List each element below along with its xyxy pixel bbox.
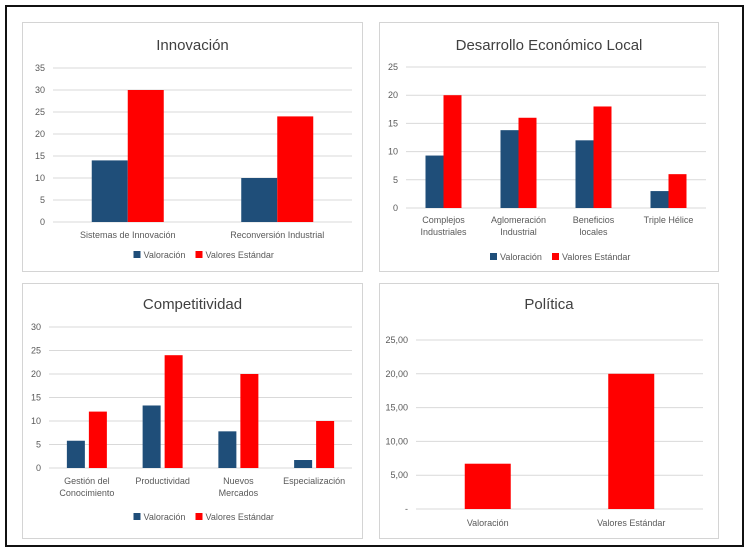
legend-label-valoracion: Valoración [500, 252, 542, 262]
bar-valoracion [218, 431, 237, 468]
bar-valoracion [142, 405, 161, 468]
y-tick-label: 20 [388, 90, 398, 100]
bar-valoracion [575, 140, 594, 208]
bar-valoracion [241, 178, 278, 222]
bar-estandar [164, 355, 183, 468]
x-tick-label: Reconversión Industrial [230, 230, 324, 240]
chart-title: Desarrollo Económico Local [455, 37, 643, 54]
legend-swatch-estandar [552, 253, 559, 260]
chart-title: Competitividad [142, 296, 243, 313]
x-tick-label: Sistemas de Innovación [80, 230, 176, 240]
legend-swatch-estandar [195, 251, 203, 258]
bar-estandar [240, 374, 259, 468]
chart-svg: 0 5 10 15 20 25 30 Gestión del Conocimiento Produ… [31, 322, 352, 522]
bar-estandar [518, 117, 537, 208]
chart-svg: 0 5 10 15 20 25 30 35 Sistemas de Innovación Reco… [35, 63, 352, 260]
bar-estandar [668, 174, 687, 208]
bar-valoracion [91, 160, 128, 222]
y-tick-label: 35 [35, 63, 45, 73]
legend-swatch-valoracion [133, 513, 141, 520]
bar [464, 463, 511, 509]
chart-svg: - 5,00 10,00 15,00 20,00 25,00 Valoración Valor… [385, 335, 703, 528]
y-tick-label: 15 [388, 118, 398, 128]
x-tick-label: Gestión del Conocimiento [59, 476, 114, 498]
y-tick-label: 15 [31, 393, 41, 403]
bar-estandar [593, 106, 612, 208]
x-tick-label: Productividad [135, 476, 190, 486]
chart-title: Innovación [156, 37, 229, 54]
y-tick-label: 30 [35, 85, 45, 95]
y-tick-label: 5 [393, 175, 398, 185]
legend-label-estandar: Valores Estándar [562, 252, 630, 262]
y-tick-label: 25,00 [385, 335, 408, 345]
x-tick-label: Aglomeración Industrial [491, 215, 546, 237]
legend-label-estandar: Valores Estándar [206, 512, 274, 522]
legend-swatch-estandar [195, 513, 203, 520]
legend-swatch-valoracion [490, 253, 497, 260]
bar-valoracion [500, 130, 519, 208]
y-tick-label: 10,00 [385, 436, 408, 446]
chart-title: Política [524, 296, 574, 313]
y-tick-label: 25 [31, 346, 41, 356]
y-tick-label: 15,00 [385, 403, 408, 413]
x-tick-label: Valoración [467, 518, 509, 528]
y-tick-label: 10 [35, 173, 45, 183]
bar-valoracion [66, 440, 85, 468]
y-tick-label: 25 [35, 107, 45, 117]
y-tick-label: 25 [388, 62, 398, 72]
bar-valoracion [425, 155, 444, 208]
bar-estandar [88, 411, 107, 468]
bar-valoracion [294, 460, 313, 468]
y-tick-label: 5,00 [390, 470, 408, 480]
bar-estandar [443, 95, 462, 208]
y-tick-label: 20,00 [385, 369, 408, 379]
chart-innovacion: Innovación 0 5 10 15 20 25 30 35 Sistemas de Inn… [22, 22, 363, 272]
legend-label-valoracion: Valoración [144, 512, 186, 522]
y-tick-label: 20 [31, 369, 41, 379]
x-tick-label: Complejos Industriales [420, 215, 467, 237]
y-tick-label: 10 [388, 147, 398, 157]
legend-label-valoracion: Valoración [144, 250, 186, 260]
x-tick-label: Beneficios locales [573, 215, 615, 237]
y-tick-label: 10 [31, 416, 41, 426]
y-tick-label: - [405, 504, 408, 514]
y-tick-label: 30 [31, 322, 41, 332]
x-tick-label: Especialización [283, 476, 345, 486]
chart-desarrollo-economico-local: Desarrollo Económico Local 0 5 10 15 20 25 Com… [379, 22, 719, 272]
x-tick-label: Triple Hélice [644, 215, 694, 225]
y-tick-label: 5 [36, 440, 41, 450]
legend-label-estandar: Valores Estándar [206, 250, 274, 260]
bar [608, 373, 655, 509]
y-tick-label: 5 [40, 195, 45, 205]
bar-estandar [316, 421, 335, 468]
y-tick-label: 0 [393, 203, 398, 213]
y-tick-label: 15 [35, 151, 45, 161]
chart-competitividad: Competitividad 0 5 10 15 20 25 30 Gestión del Co… [22, 283, 363, 539]
x-tick-label: Nuevos Mercados [219, 476, 259, 498]
legend-swatch-valoracion [133, 251, 141, 258]
y-tick-label: 0 [36, 463, 41, 473]
chart-svg: 0 5 10 15 20 25 Complejos Industriales Aglomerac… [388, 62, 706, 262]
bar-estandar [127, 90, 164, 222]
bar-valoracion [650, 191, 669, 208]
bar-estandar [277, 116, 314, 222]
y-tick-label: 0 [40, 217, 45, 227]
x-tick-label: Valores Estándar [597, 518, 665, 528]
y-tick-label: 20 [35, 129, 45, 139]
chart-politica: Política - 5,00 10,00 15,00 20,00 25,00 Valora… [379, 283, 719, 539]
